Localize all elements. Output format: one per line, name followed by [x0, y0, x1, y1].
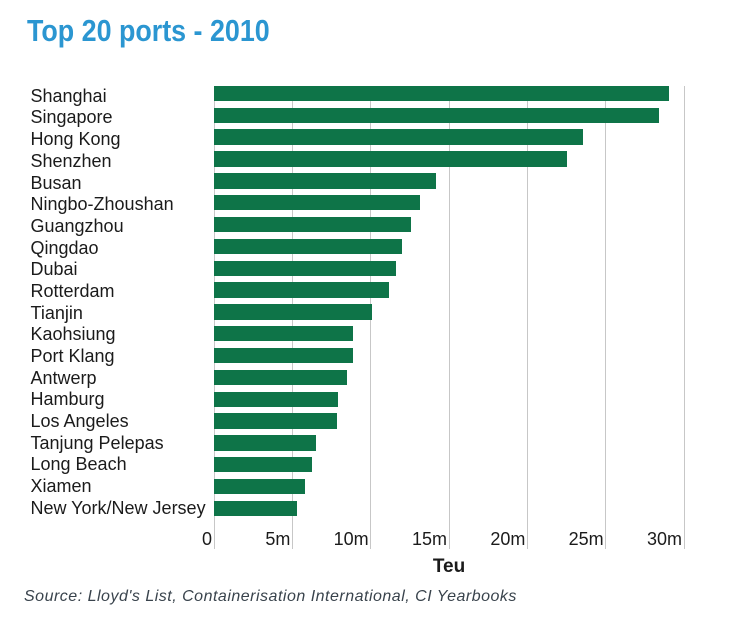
category-label: Shenzhen [30, 150, 112, 171]
category-label: Shanghai [30, 85, 107, 106]
bar [214, 457, 313, 473]
category-label: Rotterdam [30, 280, 115, 301]
bar [214, 107, 660, 124]
category-label: Tianjin [30, 302, 83, 323]
gridline [683, 85, 685, 550]
category-label: Ningbo-Zhoushan [30, 194, 174, 215]
category-label: Hong Kong [30, 129, 121, 150]
bar [214, 151, 567, 167]
bar [214, 216, 411, 233]
category-label: Tanjung Pelepas [30, 432, 164, 453]
x-axis-label: Teu [432, 556, 466, 577]
bar [214, 238, 403, 255]
bar [214, 195, 420, 211]
category-label: Los Angeles [30, 411, 129, 431]
bar [214, 347, 353, 364]
bar [214, 391, 338, 407]
x-tick-label: 20m [490, 528, 526, 549]
gridline [605, 85, 607, 550]
category-label: Antwerp [30, 367, 97, 388]
bar [214, 435, 317, 451]
bar [214, 500, 297, 517]
x-tick-label: 30m [646, 528, 682, 549]
chart-title: Top 20 ports - 2010 [27, 13, 270, 48]
x-tick-label: 25m [568, 528, 604, 549]
category-label: Hamburg [30, 389, 105, 410]
bar [214, 304, 372, 320]
x-tick-label: 5m [265, 528, 291, 549]
gridline [526, 85, 528, 550]
x-tick-label: 15m [411, 528, 447, 549]
category-label: Xiamen [30, 476, 92, 497]
bar [214, 478, 306, 495]
category-label: Kaohsiung [30, 324, 116, 345]
bar [214, 413, 337, 429]
category-label: Singapore [30, 107, 113, 128]
category-label: Port Klang [30, 345, 115, 366]
bar [214, 173, 437, 189]
bar [214, 282, 389, 298]
bar [214, 85, 670, 102]
bar [214, 369, 347, 386]
category-label: Long Beach [30, 454, 127, 475]
category-label: Guangzhou [30, 215, 124, 236]
source-note: Source: Lloyd's List, Containerisation I… [24, 588, 517, 605]
gridline [448, 85, 450, 550]
category-label: Dubai [30, 259, 78, 280]
bar [214, 129, 583, 145]
x-tick-label: 0 [201, 528, 212, 549]
category-label: New York/New Jersey [30, 497, 206, 518]
category-label: Busan [30, 172, 82, 193]
category-label: Qingdao [30, 237, 99, 258]
bar [214, 326, 353, 342]
x-tick-label: 10m [333, 528, 369, 549]
bar [214, 260, 396, 276]
